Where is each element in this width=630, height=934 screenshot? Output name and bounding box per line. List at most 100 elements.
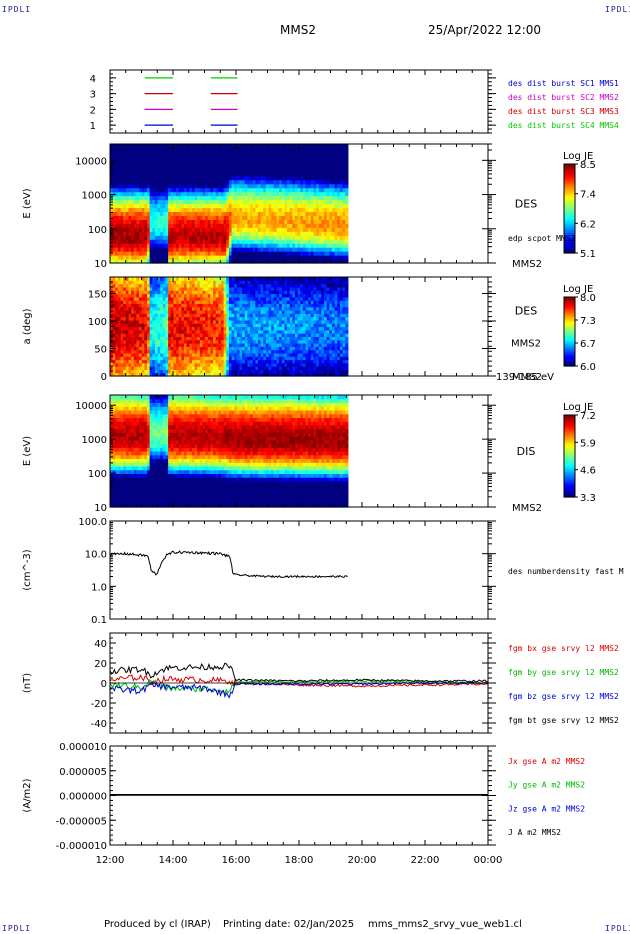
des-pitch-pixel — [220, 336, 225, 341]
des-energy-pixel — [123, 203, 127, 209]
des-energy-pixel — [139, 235, 143, 240]
des-pitch-pixel — [136, 336, 140, 341]
des-energy-pixel — [173, 227, 177, 232]
des-energy-pixel — [154, 219, 159, 224]
des-pitch-pixel — [162, 313, 167, 318]
des-pitch-pixel — [133, 277, 138, 281]
des-pitch-pixel — [260, 369, 264, 374]
des-pitch-pixel — [228, 372, 233, 377]
des-pitch-pixel — [281, 346, 286, 351]
des-energy-pixel — [255, 215, 259, 220]
des-energy-pixel — [310, 167, 315, 173]
des-energy-pixel — [223, 255, 227, 260]
des-pitch-pixel — [250, 333, 254, 337]
des-pitch-pixel — [239, 372, 243, 377]
des-pitch-pixel — [189, 349, 193, 354]
des-pitch-pixel — [213, 326, 217, 331]
des-pitch-pixel — [234, 343, 238, 347]
des-energy-pixel — [321, 155, 325, 161]
des-pitch-pixel — [226, 286, 230, 291]
des-energy-pixel — [115, 195, 119, 201]
des-energy-pixel — [136, 247, 140, 252]
des-pitch-pixel — [218, 300, 222, 304]
des-energy-pixel — [210, 227, 214, 232]
des-energy-pixel — [136, 239, 140, 244]
des-energy-pixel — [136, 219, 140, 224]
des-energy-pixel — [239, 187, 243, 193]
des-pitch-pixel — [189, 306, 193, 311]
des-pitch-pixel — [173, 372, 177, 377]
des-energy-pixel — [178, 163, 182, 169]
des-pitch-pixel — [183, 280, 188, 285]
des-pitch-pixel — [154, 283, 159, 288]
des-pitch-pixel — [125, 323, 130, 328]
des-pitch-pixel — [239, 329, 243, 334]
des-energy-pixel — [321, 179, 325, 185]
des-pitch-pixel — [252, 283, 256, 288]
des-energy-pixel — [342, 207, 346, 213]
des-pitch-pixel — [207, 366, 212, 370]
des-energy-pixel — [234, 239, 238, 244]
des-pitch-pixel — [265, 283, 270, 288]
des-pitch-pixel — [144, 316, 148, 321]
des-pitch-pixel — [160, 326, 164, 331]
des-pitch-pixel — [281, 329, 286, 334]
des-energy-pixel — [226, 159, 230, 165]
des-pitch-pixel — [226, 326, 230, 331]
des-pitch-pixel — [205, 277, 209, 281]
des-pitch-pixel — [220, 356, 225, 361]
des-energy-pixel — [210, 247, 214, 252]
des-pitch-pixel — [165, 336, 169, 341]
des-pitch-pixel — [276, 313, 280, 318]
des-pitch-pixel — [273, 283, 278, 288]
des-energy-pixel — [183, 155, 188, 161]
des-energy-pixel — [186, 223, 190, 228]
des-pitch-pixel — [186, 339, 190, 344]
des-energy-pixel — [170, 187, 175, 193]
des-energy-pixel — [141, 243, 145, 248]
des-pitch-pixel — [250, 336, 254, 341]
des-energy-pixel — [337, 191, 341, 197]
des-energy-pixel — [292, 207, 296, 213]
des-pitch-pixel — [276, 293, 280, 298]
des-energy-pixel — [281, 167, 286, 173]
des-energy-pixel — [205, 251, 209, 256]
des-pitch-pixel — [136, 323, 140, 328]
des-energy-pixel — [160, 167, 164, 173]
des-energy-pixel — [199, 259, 204, 264]
des-pitch-pixel — [176, 306, 180, 311]
des-energy-pixel — [128, 171, 132, 177]
des-pitch-pixel — [250, 343, 254, 347]
des-energy-pixel — [337, 155, 341, 161]
des-energy-pixel — [231, 171, 235, 177]
des-pitch-pixel — [181, 296, 185, 301]
des-energy-pixel — [300, 167, 304, 173]
des-pitch-pixel — [276, 343, 280, 347]
des-energy-pixel — [228, 243, 233, 248]
des-pitch-pixel — [191, 280, 196, 285]
des-energy-pixel — [345, 203, 349, 209]
des-energy-pixel — [181, 231, 185, 236]
des-energy-pixel — [329, 247, 333, 252]
des-pitch-pixel — [139, 343, 143, 347]
des-pitch-pixel — [210, 329, 214, 334]
des-energy-pixel — [271, 159, 275, 165]
des-pitch-pixel — [120, 300, 124, 304]
des-energy-colorbar-cell — [564, 250, 575, 254]
des-energy-pixel — [316, 251, 320, 256]
des-energy-pixel — [120, 187, 124, 193]
des-pitch-pixel — [244, 319, 249, 324]
des-pitch-pixel — [191, 372, 196, 377]
des-energy-pixel — [139, 144, 143, 149]
des-energy-pixel — [199, 167, 204, 173]
des-energy-pixel — [133, 159, 138, 165]
des-energy-pixel — [189, 231, 193, 236]
des-energy-pixel — [342, 231, 346, 236]
des-pitch-pixel — [197, 326, 201, 331]
des-pitch-pixel — [115, 293, 119, 298]
des-energy-pixel — [110, 247, 114, 252]
des-energy-pixel — [300, 235, 304, 240]
des-energy-pixel — [162, 223, 167, 228]
des-energy-pixel — [141, 151, 145, 157]
des-energy-pixel — [334, 171, 338, 177]
